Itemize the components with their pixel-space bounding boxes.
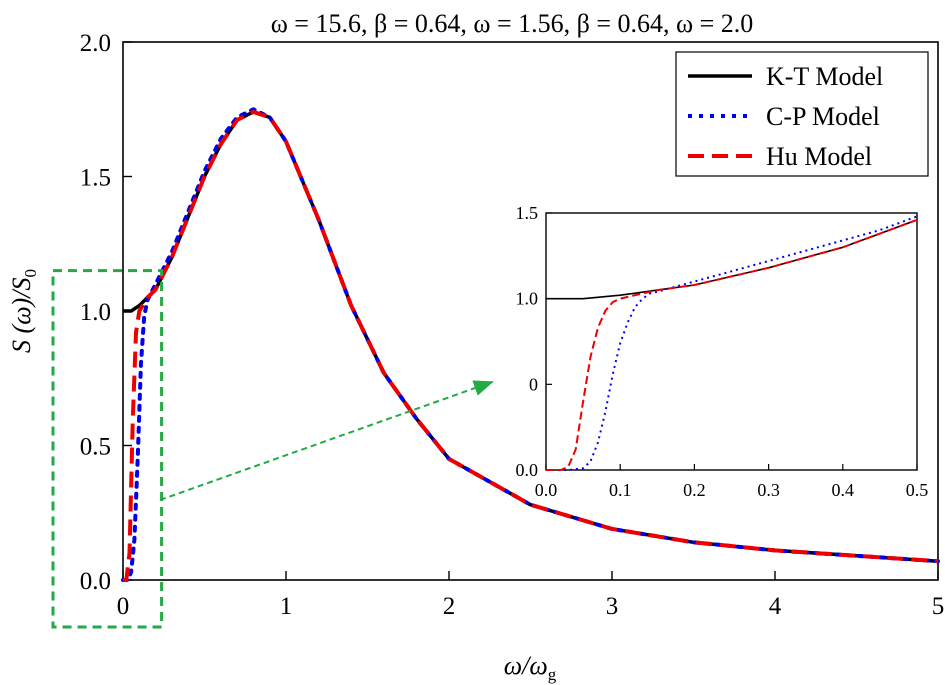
x-tick-label: 0 [117, 593, 130, 620]
legend: K-T Model C-P Model Hu Model [675, 51, 929, 177]
y-tick-label: 0.0 [80, 568, 111, 595]
inset-y-tick-label: 0 [529, 374, 538, 394]
main-series-group [121, 107, 940, 582]
x-tick-label: 3 [606, 593, 619, 620]
inset-y-tick-label: 1.0 [516, 289, 539, 309]
main-axis-ticks: 0 1 2 3 4 5 0.0 0.5 1.0 1.5 2.0 [80, 30, 945, 620]
y-tick-label: 2.0 [80, 30, 111, 57]
y-tick-label: 1.5 [80, 165, 111, 192]
legend-label-cp: C-P Model [766, 102, 880, 131]
zoom-arrow [159, 380, 494, 501]
x-tick-label: 5 [932, 593, 945, 620]
y-axis-label: S (ω)/S0 [7, 269, 40, 353]
zoom-highlight-box [51, 269, 164, 629]
inset-frame [545, 212, 918, 471]
y-tick-label: 1.0 [80, 299, 111, 326]
x-axis-label: ω/ωg [504, 651, 557, 684]
chart-title: ω = 15.6, β = 0.64, ω = 1.56, β = 0.64, … [271, 9, 754, 38]
x-tick-label: 4 [769, 593, 782, 620]
x-tick-label: 1 [280, 593, 293, 620]
inset-x-tick-label: 0.4 [832, 480, 855, 500]
series-line-c-p-model [121, 107, 940, 582]
y-tick-label: 0.5 [80, 434, 111, 461]
inset-series-group [546, 215, 918, 471]
inset-x-tick-label: 0.5 [906, 480, 929, 500]
legend-label-hu: Hu Model [766, 142, 872, 171]
inset-axis-ticks: 0.0 0.1 0.2 0.3 0.4 0.5 0.0 0 1.0 1.5 [516, 203, 929, 500]
inset-x-tick-label: 0.2 [683, 480, 706, 500]
inset-x-tick-label: 0.1 [609, 480, 632, 500]
inset-y-tick-label: 1.5 [516, 203, 539, 223]
inset-x-tick-label: 0.3 [757, 480, 780, 500]
legend-label-kt: K-T Model [766, 62, 883, 91]
x-tick-label: 2 [443, 593, 456, 620]
inset-y-tick-label: 0.0 [516, 460, 539, 480]
inset-x-tick-label: 0.0 [535, 480, 558, 500]
inset-series-line-hu-model [546, 218, 918, 471]
